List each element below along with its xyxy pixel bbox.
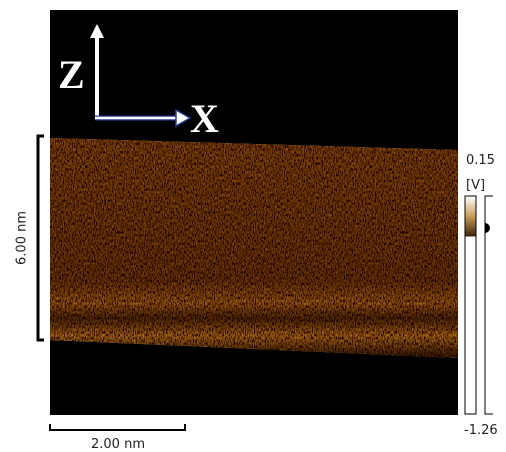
figure: Z X 6.00 nm 2.00 nm 0.15 [V] -1.26 xyxy=(0,0,506,452)
color-scale-min: -1.26 xyxy=(464,423,498,438)
page: Z X 6.00 nm 2.00 nm 0.15 [V] -1.26 (() =… xyxy=(0,0,506,452)
horizontal-scale-bar xyxy=(50,424,185,430)
horizontal-scale-label: 2.00 nm xyxy=(91,437,145,452)
color-bar xyxy=(466,197,476,237)
vertical-scale-bar xyxy=(38,136,44,340)
x-label: X xyxy=(190,96,219,141)
sample-band xyxy=(50,138,458,358)
z-label: Z xyxy=(58,52,85,97)
color-scale-max: 0.15 xyxy=(466,153,495,168)
color-scale-unit: [V] xyxy=(466,178,485,193)
vertical-scale-label: 6.00 nm xyxy=(15,211,30,265)
color-marker xyxy=(485,223,490,233)
